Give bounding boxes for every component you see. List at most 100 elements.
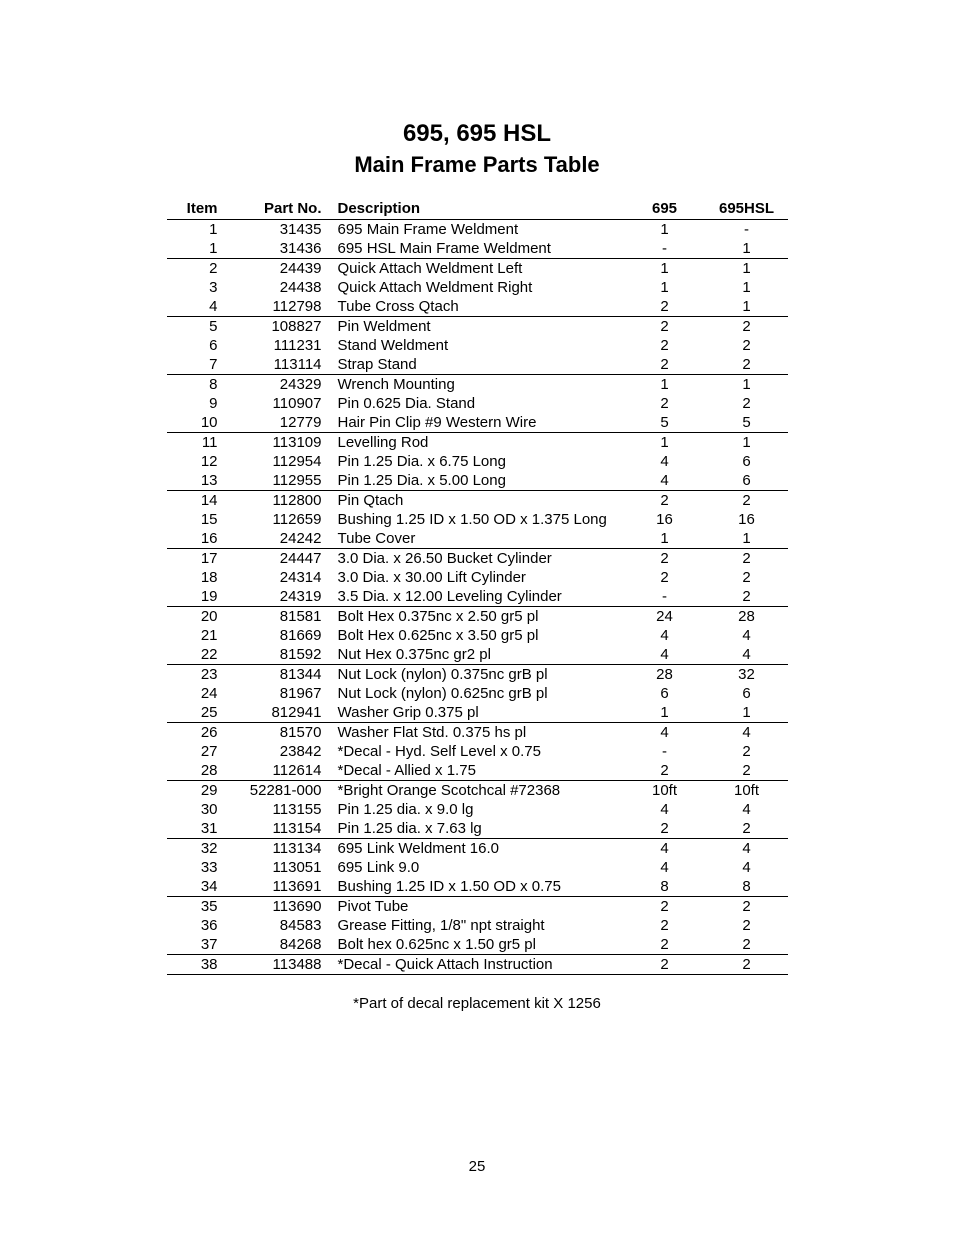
cell-695: 1 <box>624 278 706 297</box>
cell-desc: 3.0 Dia. x 26.50 Bucket Cylinder <box>332 549 624 569</box>
cell-part: 52281-000 <box>236 781 332 801</box>
cell-695hsl: 2 <box>706 336 788 355</box>
cell-desc: Tube Cross Qtach <box>332 297 624 317</box>
cell-695hsl: 1 <box>706 239 788 259</box>
cell-item: 37 <box>167 935 236 955</box>
table-row: 11113109Levelling Rod11 <box>167 433 788 453</box>
cell-item: 14 <box>167 491 236 511</box>
cell-part: 31435 <box>236 220 332 240</box>
table-row: 32113134695 Link Weldment 16.044 <box>167 839 788 859</box>
cell-desc: Bushing 1.25 ID x 1.50 OD x 0.75 <box>332 877 624 897</box>
table-row: 131436695 HSL Main Frame Weldment-1 <box>167 239 788 259</box>
cell-part: 84583 <box>236 916 332 935</box>
cell-item: 12 <box>167 452 236 471</box>
cell-695: 24 <box>624 607 706 627</box>
table-row: 2723842*Decal - Hyd. Self Level x 0.75-2 <box>167 742 788 761</box>
cell-695hsl: 1 <box>706 259 788 279</box>
cell-695: 2 <box>624 761 706 781</box>
cell-695: 1 <box>624 259 706 279</box>
cell-desc: Strap Stand <box>332 355 624 375</box>
cell-item: 34 <box>167 877 236 897</box>
table-row: 1012779Hair Pin Clip #9 Western Wire55 <box>167 413 788 433</box>
cell-695: 4 <box>624 839 706 859</box>
cell-695: 1 <box>624 703 706 723</box>
cell-desc: 695 Main Frame Weldment <box>332 220 624 240</box>
cell-item: 1 <box>167 239 236 259</box>
cell-part: 24438 <box>236 278 332 297</box>
cell-695: 2 <box>624 568 706 587</box>
cell-part: 111231 <box>236 336 332 355</box>
cell-part: 81570 <box>236 723 332 743</box>
cell-desc: Quick Attach Weldment Right <box>332 278 624 297</box>
table-row: 28112614*Decal - Allied x 1.7522 <box>167 761 788 781</box>
cell-part: 112954 <box>236 452 332 471</box>
cell-part: 113690 <box>236 897 332 917</box>
cell-part: 24242 <box>236 529 332 549</box>
cell-item: 35 <box>167 897 236 917</box>
cell-item: 10 <box>167 413 236 433</box>
cell-desc: Tube Cover <box>332 529 624 549</box>
table-row: 324438Quick Attach Weldment Right11 <box>167 278 788 297</box>
cell-695hsl: 2 <box>706 897 788 917</box>
cell-695hsl: 6 <box>706 471 788 491</box>
cell-desc: Bushing 1.25 ID x 1.50 OD x 1.375 Long <box>332 510 624 529</box>
cell-item: 30 <box>167 800 236 819</box>
table-row: 1624242Tube Cover11 <box>167 529 788 549</box>
cell-desc: Pin 1.25 dia. x 7.63 lg <box>332 819 624 839</box>
cell-695hsl: 6 <box>706 684 788 703</box>
cell-desc: *Decal - Allied x 1.75 <box>332 761 624 781</box>
cell-desc: 695 HSL Main Frame Weldment <box>332 239 624 259</box>
page-subtitle: Main Frame Parts Table <box>0 152 954 178</box>
cell-695: 1 <box>624 375 706 395</box>
cell-part: 113155 <box>236 800 332 819</box>
cell-part: 12779 <box>236 413 332 433</box>
cell-part: 112614 <box>236 761 332 781</box>
cell-desc: Pin Qtach <box>332 491 624 511</box>
cell-item: 3 <box>167 278 236 297</box>
table-row: 17244473.0 Dia. x 26.50 Bucket Cylinder2… <box>167 549 788 569</box>
cell-695hsl: 1 <box>706 529 788 549</box>
cell-item: 11 <box>167 433 236 453</box>
cell-desc: Washer Grip 0.375 pl <box>332 703 624 723</box>
cell-695hsl: 4 <box>706 858 788 877</box>
cell-desc: Washer Flat Std. 0.375 hs pl <box>332 723 624 743</box>
col-header-item: Item <box>167 198 236 220</box>
cell-part: 112659 <box>236 510 332 529</box>
cell-desc: 695 Link Weldment 16.0 <box>332 839 624 859</box>
table-row: 19243193.5 Dia. x 12.00 Leveling Cylinde… <box>167 587 788 607</box>
table-row: 131435695 Main Frame Weldment1- <box>167 220 788 240</box>
cell-695: 2 <box>624 819 706 839</box>
cell-desc: Nut Lock (nylon) 0.625nc grB pl <box>332 684 624 703</box>
cell-desc: Pin 1.25 Dia. x 6.75 Long <box>332 452 624 471</box>
cell-item: 16 <box>167 529 236 549</box>
cell-695: - <box>624 239 706 259</box>
cell-695: - <box>624 587 706 607</box>
table-row: 9110907Pin 0.625 Dia. Stand22 <box>167 394 788 413</box>
cell-desc: Stand Weldment <box>332 336 624 355</box>
cell-desc: Wrench Mounting <box>332 375 624 395</box>
cell-item: 6 <box>167 336 236 355</box>
page: 695, 695 HSL Main Frame Parts Table Item… <box>0 0 954 1235</box>
cell-695hsl: 2 <box>706 568 788 587</box>
cell-item: 22 <box>167 645 236 665</box>
table-row: 34113691Bushing 1.25 ID x 1.50 OD x 0.75… <box>167 877 788 897</box>
cell-desc: Pin Weldment <box>332 317 624 337</box>
cell-desc: 695 Link 9.0 <box>332 858 624 877</box>
cell-695hsl: 2 <box>706 761 788 781</box>
cell-695: 4 <box>624 626 706 645</box>
cell-item: 29 <box>167 781 236 801</box>
cell-desc: 3.5 Dia. x 12.00 Leveling Cylinder <box>332 587 624 607</box>
cell-695: 4 <box>624 645 706 665</box>
table-row: 2081581Bolt Hex 0.375nc x 2.50 gr5 pl242… <box>167 607 788 627</box>
page-title: 695, 695 HSL <box>0 120 954 148</box>
cell-item: 5 <box>167 317 236 337</box>
cell-695: 2 <box>624 355 706 375</box>
table-row: 2181669Bolt Hex 0.625nc x 3.50 gr5 pl44 <box>167 626 788 645</box>
cell-695hsl: 2 <box>706 549 788 569</box>
cell-desc: Hair Pin Clip #9 Western Wire <box>332 413 624 433</box>
table-row: 5108827Pin Weldment22 <box>167 317 788 337</box>
cell-item: 28 <box>167 761 236 781</box>
cell-desc: Bolt hex 0.625nc x 1.50 gr5 pl <box>332 935 624 955</box>
cell-desc: *Decal - Quick Attach Instruction <box>332 955 624 975</box>
cell-part: 81967 <box>236 684 332 703</box>
